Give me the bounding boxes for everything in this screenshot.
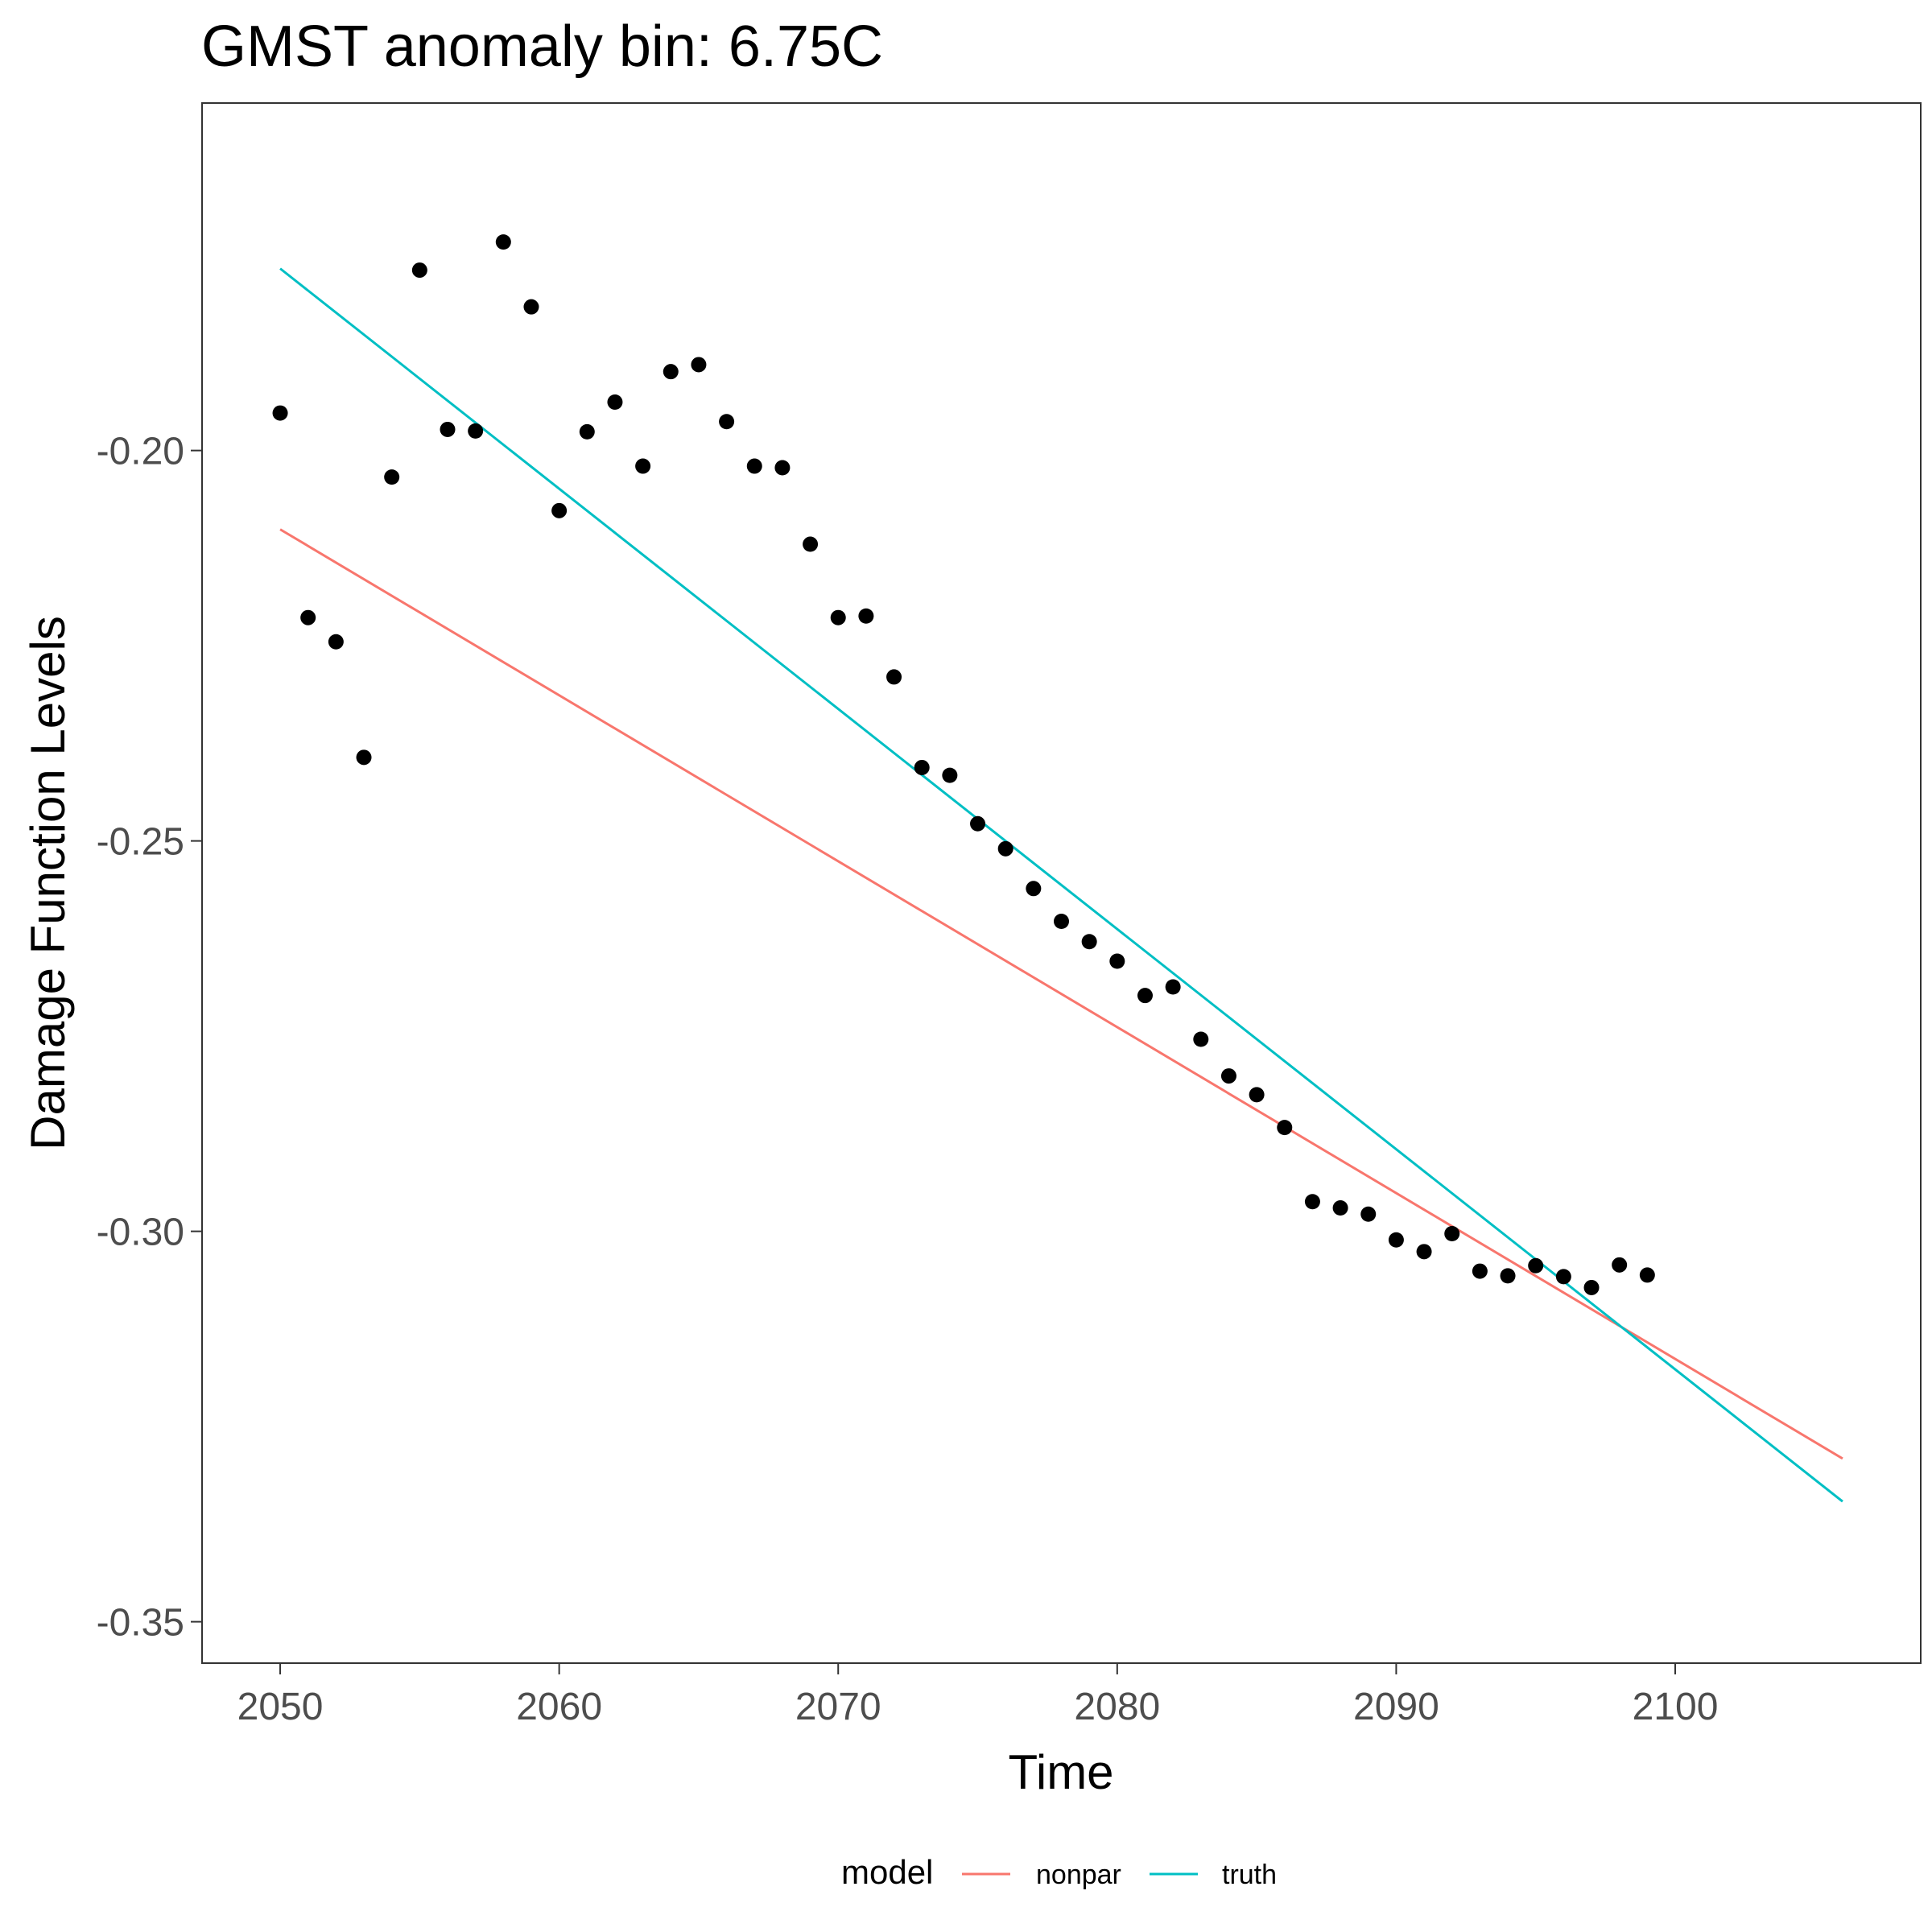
- data-point: [1137, 988, 1153, 1004]
- data-point: [1054, 914, 1069, 930]
- data-point: [886, 669, 902, 685]
- data-point: [1165, 979, 1181, 995]
- data-point: [523, 299, 539, 315]
- x-tick-label: 2060: [516, 1686, 602, 1728]
- data-point: [914, 759, 930, 775]
- legend: model nonpar truth: [841, 1853, 1277, 1891]
- data-point: [1360, 1206, 1377, 1222]
- data-point: [1304, 1194, 1320, 1210]
- y-tick-label: -0.30: [97, 1212, 184, 1254]
- series-line-nonpar: [279, 528, 1843, 1460]
- data-point: [942, 767, 958, 783]
- data-point: [830, 609, 846, 625]
- data-point: [384, 469, 400, 485]
- data-point: [411, 262, 427, 279]
- data-point: [1555, 1269, 1571, 1285]
- data-point: [1612, 1257, 1628, 1273]
- data-point: [579, 423, 595, 440]
- legend-label-truth: truth: [1222, 1860, 1277, 1890]
- x-tick-label: 2050: [237, 1686, 324, 1728]
- legend-label-nonpar: nonpar: [1036, 1860, 1121, 1890]
- data-point: [1249, 1087, 1265, 1103]
- data-point: [495, 234, 511, 250]
- x-tick-label: 2080: [1074, 1686, 1160, 1728]
- data-point: [635, 458, 651, 474]
- data-point: [746, 458, 762, 474]
- data-point: [970, 815, 986, 832]
- data-point: [356, 749, 372, 766]
- data-point: [1444, 1226, 1460, 1242]
- data-point: [663, 364, 679, 380]
- y-tick-label: -0.25: [97, 821, 184, 864]
- data-point: [1109, 953, 1125, 969]
- chart-title: GMST anomaly bin: 6.75C: [201, 14, 883, 79]
- x-axis: 2050 2060 2070 2080 2090 2100: [237, 1663, 1719, 1728]
- data-point: [1583, 1279, 1600, 1295]
- y-tick-label: -0.35: [97, 1602, 184, 1645]
- x-tick-label: 2070: [795, 1686, 881, 1728]
- data-point: [1081, 934, 1097, 950]
- data-point: [1388, 1232, 1404, 1248]
- series-line-truth: [279, 267, 1843, 1503]
- data-point: [1220, 1068, 1236, 1084]
- data-point: [272, 405, 288, 421]
- data-point: [468, 423, 484, 439]
- data-point: [1332, 1200, 1348, 1216]
- data-point: [1026, 881, 1042, 897]
- y-axis-title: Damage Function Levels: [21, 616, 75, 1150]
- data-point: [1528, 1257, 1544, 1274]
- data-point: [1500, 1268, 1516, 1284]
- data-point: [440, 421, 456, 437]
- data-point: [1472, 1263, 1488, 1279]
- y-tick-label: -0.20: [97, 431, 184, 473]
- data-point: [997, 840, 1013, 857]
- data-point: [300, 609, 316, 625]
- data-point: [858, 608, 874, 624]
- data-point: [1639, 1267, 1655, 1283]
- data-point: [1416, 1244, 1432, 1260]
- data-point: [803, 536, 819, 552]
- data-point: [1277, 1120, 1293, 1136]
- data-point: [607, 394, 623, 410]
- data-point: [1193, 1031, 1209, 1047]
- data-point: [719, 414, 735, 430]
- data-point: [691, 357, 707, 373]
- data-point: [774, 460, 791, 476]
- y-axis: -0.20 -0.25 -0.30 -0.35: [97, 431, 202, 1645]
- x-tick-label: 2090: [1353, 1686, 1439, 1728]
- plot-border: [201, 102, 1922, 1664]
- plot-area: [272, 234, 1843, 1503]
- data-point: [551, 502, 568, 518]
- legend-title: model: [841, 1853, 933, 1891]
- x-tick-label: 2100: [1633, 1686, 1719, 1728]
- x-axis-title: Time: [1008, 1745, 1113, 1799]
- data-point: [328, 634, 344, 650]
